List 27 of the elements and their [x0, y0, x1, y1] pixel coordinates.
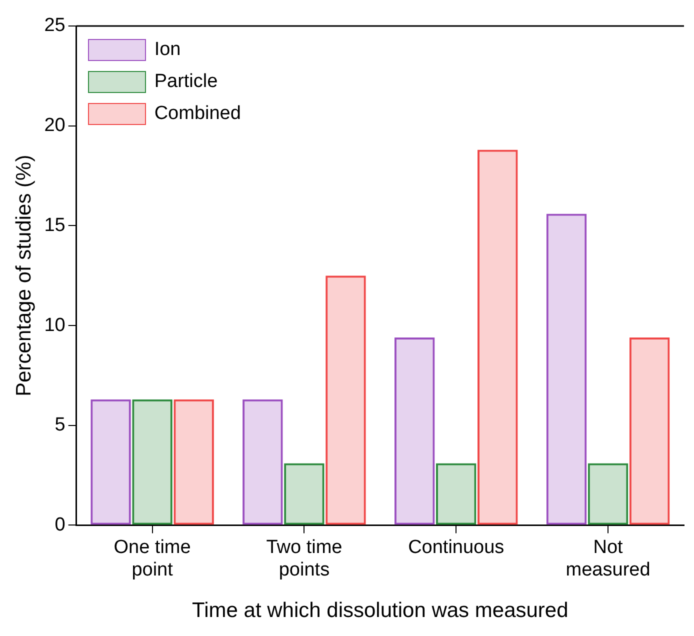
x-tick-label: Two time points [266, 536, 342, 581]
bar [629, 338, 670, 525]
bar [394, 338, 435, 525]
bar [326, 276, 366, 525]
bar [132, 399, 172, 525]
legend-label: Combined [154, 103, 241, 125]
bar [546, 214, 587, 525]
x-tick-label: One time point [114, 536, 191, 581]
legend-label: Ion [154, 39, 181, 61]
bar [284, 463, 324, 525]
legend-label: Particle [154, 71, 218, 93]
y-tick-label: 20 [44, 115, 66, 136]
bar [174, 399, 214, 525]
x-tick-label: Continuous [408, 536, 504, 558]
bar [588, 463, 628, 525]
y-tick-label: 15 [44, 214, 66, 236]
y-tick-label: 25 [44, 15, 66, 36]
bar [478, 150, 518, 525]
x-axis-title: Time at which dissolution was measured [192, 599, 568, 622]
bar [242, 399, 283, 525]
x-tick-label: Not measured [566, 536, 650, 581]
y-tick-label: 10 [44, 314, 66, 336]
bar [436, 463, 476, 525]
y-tick-label: 5 [54, 414, 66, 436]
y-tick-label: 0 [54, 514, 66, 536]
y-axis-title: Percentage of studies (%) [12, 154, 36, 396]
bar [90, 399, 131, 525]
